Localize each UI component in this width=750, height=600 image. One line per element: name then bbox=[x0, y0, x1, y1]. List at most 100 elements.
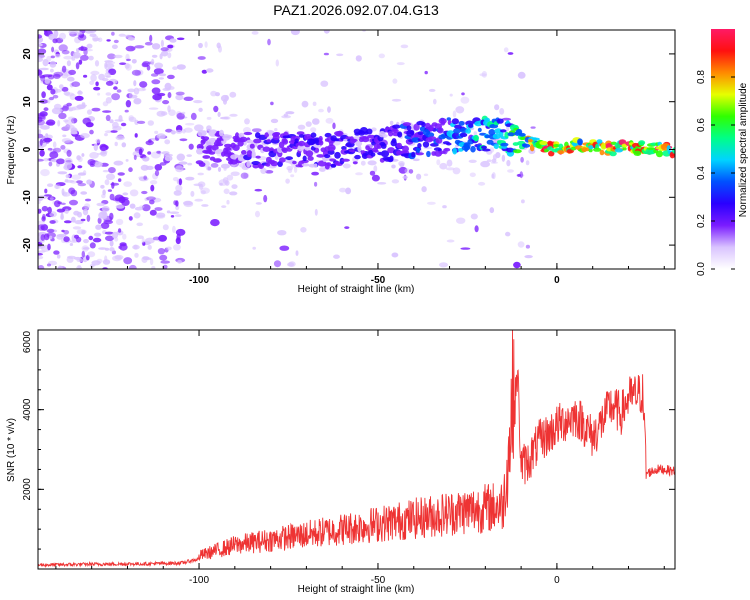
spectrogram-noise-blob bbox=[55, 182, 66, 187]
spectrogram-ridge-mark bbox=[215, 142, 224, 147]
spectrogram-noise-blob bbox=[281, 115, 291, 119]
spectrogram-noise-blob bbox=[436, 159, 441, 166]
spectrogram-noise-blob bbox=[104, 60, 114, 63]
spectrogram-ridge-mark bbox=[388, 130, 394, 137]
spectrogram-noise-blob bbox=[52, 147, 62, 153]
spectrogram-noise-blob bbox=[143, 175, 147, 180]
spectrogram-noise-blob bbox=[270, 101, 274, 106]
spectrogram-ridge-mark bbox=[411, 137, 421, 143]
spectrogram-noise-blob bbox=[185, 122, 195, 126]
spectrogram-noise-blob bbox=[116, 89, 122, 93]
spectrogram-ridge-mark bbox=[322, 157, 328, 162]
spectrogram-noise-blob bbox=[243, 172, 250, 179]
spectrogram-noise-blob bbox=[131, 59, 137, 64]
spectrogram-y-tick-label: 10 bbox=[22, 96, 33, 108]
spectrogram-noise-blob bbox=[455, 106, 465, 114]
spectrogram-noise-blob bbox=[101, 193, 106, 199]
spectrogram-noise-blob bbox=[49, 197, 54, 201]
spectrogram-noise-blob bbox=[109, 240, 114, 247]
spectrogram-noise-blob bbox=[167, 44, 174, 49]
spectrogram-noise-blob bbox=[525, 244, 531, 249]
spectrogram-noise-blob bbox=[115, 135, 125, 141]
spectrogram-noise-blob bbox=[110, 182, 120, 186]
spectrogram-noise-blob bbox=[162, 264, 168, 269]
spectrogram-noise-blob bbox=[59, 32, 66, 40]
spectrogram-ridge-mark bbox=[318, 135, 323, 142]
spectrogram-noise-blob bbox=[210, 163, 219, 168]
spectrogram-noise-blob bbox=[111, 31, 115, 36]
spectrogram-noise-blob bbox=[78, 90, 82, 94]
spectrogram-marks bbox=[38, 30, 675, 269]
spectrogram-noise-blob bbox=[218, 179, 229, 186]
spectrogram-ridge-mark bbox=[438, 150, 446, 154]
spectrogram-noise-blob bbox=[197, 172, 204, 176]
spectrogram-ridge-mark bbox=[243, 131, 253, 136]
spectrogram-noise-blob bbox=[45, 121, 54, 125]
spectrogram-ridge-mark bbox=[614, 148, 624, 153]
spectrogram-noise-blob bbox=[423, 173, 429, 177]
spectrogram-noise-blob bbox=[255, 210, 260, 218]
spectrogram-noise-blob bbox=[147, 244, 152, 250]
spectrogram-noise-blob bbox=[446, 239, 455, 243]
spectrogram-noise-blob bbox=[98, 247, 107, 250]
spectrogram-noise-blob bbox=[149, 199, 155, 205]
spectrogram-noise-blob bbox=[389, 120, 394, 126]
spectrogram-ridge-mark bbox=[437, 127, 444, 134]
spectrogram-noise-blob bbox=[201, 204, 209, 207]
spectrogram-ridge-mark bbox=[282, 138, 289, 145]
spectrogram-noise-blob bbox=[151, 43, 161, 50]
spectrogram-noise-blob bbox=[92, 237, 102, 243]
spectrogram-noise-blob bbox=[101, 205, 110, 212]
spectrogram-ridge-mark bbox=[370, 152, 376, 157]
spectrogram-noise-blob bbox=[54, 200, 61, 208]
spectrogram-noise-blob bbox=[151, 266, 156, 269]
spectrogram-y-tick-label: -10 bbox=[22, 190, 33, 205]
spectrogram-noise-blob bbox=[133, 154, 137, 161]
spectrogram-ridge-mark bbox=[313, 163, 318, 168]
spectrogram-noise-blob bbox=[43, 107, 49, 112]
spectrogram-noise-blob bbox=[342, 163, 351, 169]
spectrogram-ridge-mark bbox=[600, 142, 607, 150]
spectrogram-noise-blob bbox=[149, 258, 154, 266]
spectrogram-ridge-mark bbox=[266, 139, 271, 143]
spectrogram-ridge-mark bbox=[316, 154, 325, 158]
spectrogram-ridge-mark bbox=[429, 124, 434, 131]
spectrogram-ridge-mark bbox=[507, 132, 515, 137]
spectrogram-noise-blob bbox=[42, 213, 46, 220]
spectrogram-noise-blob bbox=[51, 46, 55, 53]
spectrogram-noise-blob bbox=[129, 203, 136, 209]
colorbar-tick-label: 0.6 bbox=[696, 118, 707, 132]
spectrogram-noise-blob bbox=[398, 161, 405, 166]
spectrogram-noise-blob bbox=[73, 256, 82, 260]
spectrogram-noise-blob bbox=[41, 205, 49, 212]
spectrogram-noise-blob bbox=[125, 159, 129, 162]
spectrogram-noise-blob bbox=[501, 117, 512, 121]
spectrogram-noise-blob bbox=[460, 96, 470, 104]
spectrogram-noise-blob bbox=[183, 200, 193, 206]
spectrogram-noise-blob bbox=[473, 131, 478, 136]
spectrogram-noise-blob bbox=[174, 214, 182, 218]
spectrogram-noise-blob bbox=[144, 41, 153, 46]
spectrogram-noise-blob bbox=[200, 187, 210, 194]
spectrogram-noise-blob bbox=[68, 69, 76, 75]
spectrogram-noise-blob bbox=[371, 127, 377, 132]
spectrogram-ridge-mark bbox=[513, 125, 519, 129]
spectrogram-noise-blob bbox=[126, 58, 131, 62]
spectrogram-noise-blob bbox=[378, 53, 385, 59]
spectrogram-noise-blob bbox=[136, 235, 144, 239]
spectrogram-ridge-mark bbox=[212, 158, 222, 163]
spectrogram-ridge-mark bbox=[492, 133, 501, 140]
spectrogram-noise-blob bbox=[200, 190, 206, 195]
spectrogram-noise-blob bbox=[325, 117, 334, 124]
spectrogram-noise-blob bbox=[204, 41, 208, 48]
spectrogram-noise-blob bbox=[139, 81, 148, 88]
spectrogram-noise-blob bbox=[61, 65, 67, 73]
spectrogram-ridge-mark bbox=[264, 132, 270, 138]
spectrogram-noise-blob bbox=[38, 43, 43, 47]
spectrogram-noise-blob bbox=[158, 77, 164, 80]
spectrogram-noise-blob bbox=[115, 204, 125, 209]
spectrogram-noise-blob bbox=[104, 231, 114, 235]
spectrogram-noise-blob bbox=[145, 165, 154, 170]
spectrogram-noise-blob bbox=[290, 30, 300, 36]
